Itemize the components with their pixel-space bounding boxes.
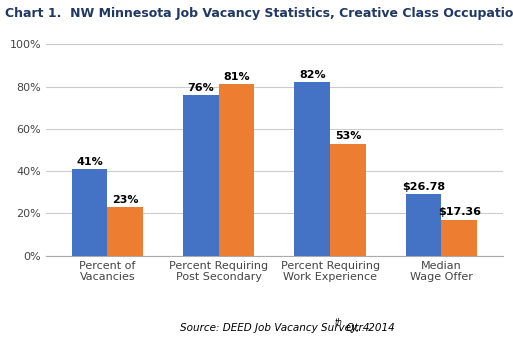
Text: Chart 1.  NW Minnesota Job Vacancy Statistics, Creative Class Occupations: Chart 1. NW Minnesota Job Vacancy Statis… — [0, 340, 1, 341]
Bar — [107, 207, 143, 256]
Bar — [406, 194, 442, 256]
Text: 81%: 81% — [223, 72, 250, 82]
Text: Source: DEED Job Vacancy Survey, 4: Source: DEED Job Vacancy Survey, 4 — [180, 323, 369, 333]
Text: $17.36: $17.36 — [438, 207, 481, 217]
Text: Qtr. 2014: Qtr. 2014 — [343, 323, 394, 333]
Bar — [219, 85, 254, 256]
Bar — [330, 144, 366, 256]
Text: Chart 1.  NW Minnesota Job Vacancy Statistics, Creative Class Occupations: Chart 1. NW Minnesota Job Vacancy Statis… — [5, 7, 513, 20]
Bar — [72, 169, 107, 256]
Text: 41%: 41% — [76, 157, 103, 166]
Bar — [183, 95, 219, 256]
Text: Source: DEED Job Vacancy Survey, 4: Source: DEED Job Vacancy Survey, 4 — [0, 340, 1, 341]
Text: $26.78: $26.78 — [402, 182, 445, 192]
Text: th: th — [334, 318, 342, 327]
Bar — [294, 83, 330, 256]
Text: 53%: 53% — [335, 131, 361, 141]
Text: 23%: 23% — [112, 195, 139, 205]
Text: 82%: 82% — [299, 70, 326, 80]
Text: 76%: 76% — [188, 83, 214, 92]
Bar — [442, 220, 477, 256]
Text: Source: DEED Job Vacancy Survey, 4: Source: DEED Job Vacancy Survey, 4 — [0, 340, 1, 341]
